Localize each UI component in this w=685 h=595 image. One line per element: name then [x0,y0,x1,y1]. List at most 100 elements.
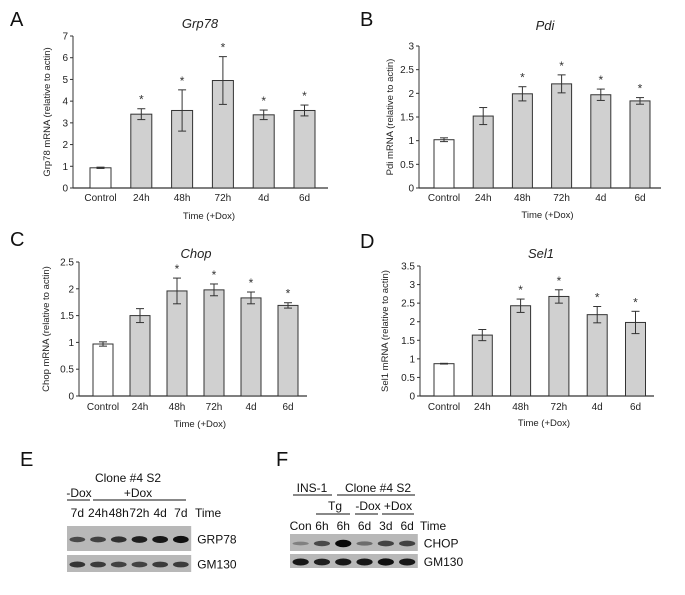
blot-band [90,561,106,568]
x-tick-label: 6d [630,402,641,413]
x-tick-label: 48h [169,402,186,413]
significance-star: * [520,71,525,85]
x-tick-label: 6d [634,193,645,204]
x-axis-label: Time (+Dox) [183,211,235,222]
blot-strip-grp78 [67,526,192,551]
x-tick-label: Control [84,193,116,204]
bar-6d [277,304,299,397]
blot-f-group-minus-dox: -Dox [355,499,380,513]
x-tick-label: 48h [174,193,191,204]
western-blot-e: Clone #4 S2 -Dox +Dox 7d 24h 48h 72h 4d 7d Ti… [66,471,237,572]
y-tick-label: 4 [62,97,68,108]
blot-lane-label: 6h [337,519,350,533]
significance-star: * [557,274,562,288]
blot-strip-gm130 [290,554,418,568]
blot-band [292,558,309,566]
blot-row-label: GM130 [424,555,464,569]
panel-letter-a: A [10,9,24,31]
significance-star: * [221,41,226,55]
significance-star: * [638,82,643,96]
significance-star: * [139,93,144,107]
chart-pdi: Pdi 0 0.5 1 1.5 2 2.5 3 Pdi mRNA (relative to ac… [385,18,661,221]
significance-star: * [302,89,307,103]
blot-f-time-label: Time [420,519,447,533]
chart-title: Chop [180,246,211,261]
blot-lane-label: 72h [129,506,149,520]
y-tick-label: 0 [62,184,68,195]
bar-control [433,363,455,397]
x-tick-label: 48h [514,193,531,204]
bar-72h [548,295,570,397]
x-tick-label: Control [87,402,119,413]
blot-row-label: GM130 [197,558,237,572]
x-axis-label: Time (+Dox) [521,210,573,221]
blot-band [152,536,169,543]
blot-band [131,536,148,543]
significance-star: * [212,268,217,282]
western-blot-f: INS-1 Clone #4 S2 Tg -Dox +Dox Con 6h 6h 6d… [290,481,464,569]
blot-row-label: CHOP [424,537,459,551]
x-tick-label: 4d [595,193,606,204]
y-tick-label: 3.5 [401,262,415,273]
y-tick-label: 2 [68,284,74,295]
significance-star: * [559,59,564,73]
significance-star: * [598,73,603,87]
bar-72h [203,289,225,397]
x-axis-label: Time (+Dox) [518,418,570,429]
y-tick-label: 2 [408,89,414,100]
blot-row-label: GRP78 [197,533,237,547]
blot-lane-label: 6d [358,519,371,533]
blot-band [152,561,169,568]
blot-band [335,558,352,566]
y-tick-label: 7 [62,32,68,43]
blot-band [110,536,127,543]
x-axis-label: Time (+Dox) [174,419,226,430]
y-tick-label: 2.5 [401,299,415,310]
y-tick-label: 0.5 [400,160,414,171]
panel-letter-e: E [20,449,33,471]
significance-star: * [261,94,266,108]
y-tick-label: 0 [409,392,415,403]
y-tick-label: 2 [409,317,415,328]
y-tick-label: 0 [408,184,414,195]
blot-band [313,540,331,547]
blot-band [172,561,189,568]
blot-f-group-plus-dox: +Dox [384,499,412,513]
y-tick-label: 2.5 [60,258,74,269]
x-tick-label: 24h [475,193,492,204]
blot-lane-label: 4d [153,506,166,520]
y-tick-label: 1.5 [60,311,74,322]
bar-6d [629,100,651,189]
bar-48h [166,290,188,397]
significance-star: * [249,276,254,290]
chart-title: Grp78 [182,16,219,31]
bar-24h [472,115,494,189]
blot-strip-chop [290,534,418,551]
y-tick-label: 0.5 [401,373,415,384]
y-axis-label: Chop mRNA (relative to actin) [41,266,52,392]
y-tick-label: 0 [68,392,74,403]
blot-e-header: Clone #4 S2 [95,471,161,485]
bar-24h [129,315,151,397]
chart-title: Sel1 [528,246,554,261]
significance-star: * [180,74,185,88]
significance-star: * [175,262,180,276]
panel-letter-c: C [10,229,24,251]
chart-grp78: Grp78 0 1 2 3 4 5 6 7 Grp78 mRNA (relative to act… [42,16,328,222]
x-tick-label: Control [428,402,460,413]
bar-4d [586,314,608,397]
blot-lane-label: 7d [71,506,84,520]
blot-lane-label: 6h [315,519,328,533]
blot-band [356,558,373,566]
x-tick-label: 6d [282,402,293,413]
y-tick-label: 3 [62,118,68,129]
panel-letter-d: D [360,231,374,253]
blot-lane-label: 7d [174,506,187,520]
y-tick-label: 0.5 [60,365,74,376]
blot-band [131,561,148,568]
x-tick-label: 72h [551,402,568,413]
y-tick-label: 3 [408,42,414,53]
bar-24h [471,334,493,397]
y-tick-label: 1 [62,162,68,173]
significance-star: * [518,283,523,297]
